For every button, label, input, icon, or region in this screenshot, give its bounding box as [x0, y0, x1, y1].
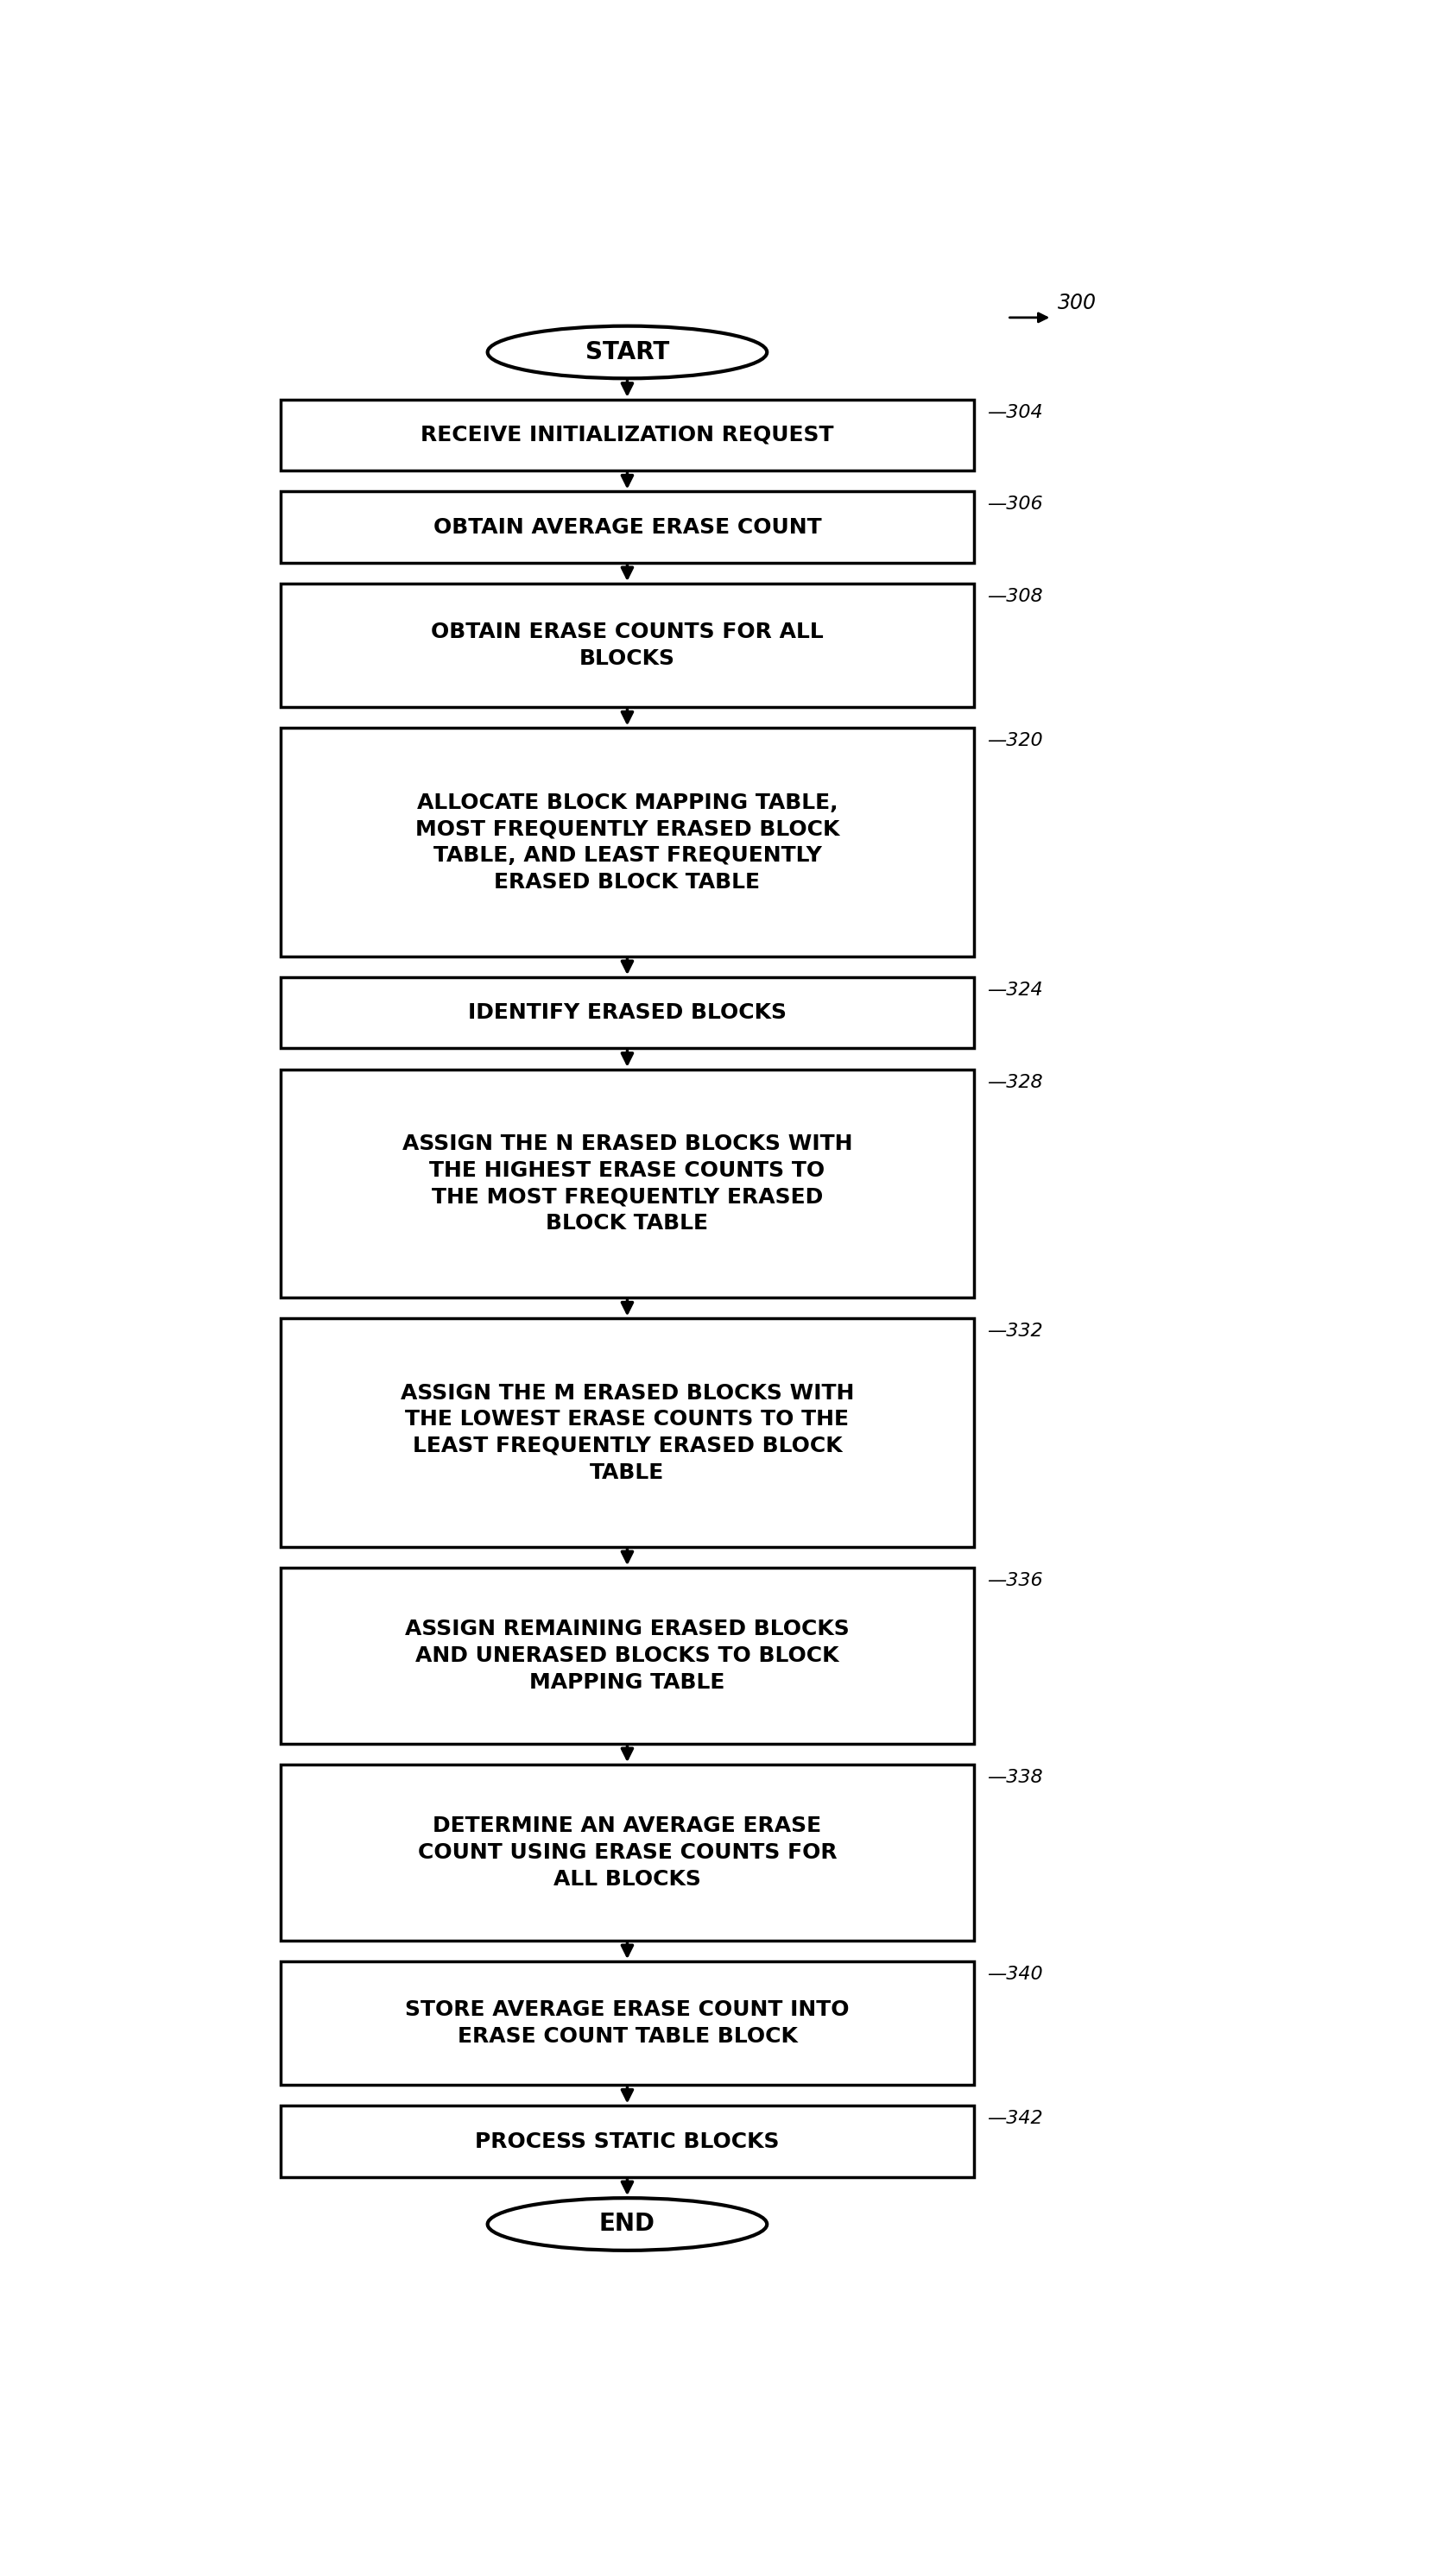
Text: —324: —324	[988, 981, 1043, 999]
Text: IDENTIFY ERASED BLOCKS: IDENTIFY ERASED BLOCKS	[469, 1002, 786, 1023]
Text: —328: —328	[988, 1074, 1043, 1090]
Text: OBTAIN ERASE COUNTS FOR ALL
BLOCKS: OBTAIN ERASE COUNTS FOR ALL BLOCKS	[431, 621, 823, 670]
Text: —308: —308	[988, 587, 1043, 605]
Text: RECEIVE INITIALIZATION REQUEST: RECEIVE INITIALIZATION REQUEST	[421, 425, 833, 446]
FancyBboxPatch shape	[281, 2107, 973, 2177]
FancyBboxPatch shape	[281, 492, 973, 562]
Text: ASSIGN THE M ERASED BLOCKS WITH
THE LOWEST ERASE COUNTS TO THE
LEAST FREQUENTLY : ASSIGN THE M ERASED BLOCKS WITH THE LOWE…	[401, 1383, 854, 1484]
Text: 300: 300	[1057, 294, 1096, 314]
FancyBboxPatch shape	[281, 729, 973, 956]
Text: —338: —338	[988, 1770, 1043, 1785]
FancyBboxPatch shape	[281, 399, 973, 471]
Text: ASSIGN REMAINING ERASED BLOCKS
AND UNERASED BLOCKS TO BLOCK
MAPPING TABLE: ASSIGN REMAINING ERASED BLOCKS AND UNERA…	[405, 1618, 849, 1692]
FancyBboxPatch shape	[281, 1569, 973, 1744]
FancyBboxPatch shape	[281, 585, 973, 706]
Text: —320: —320	[988, 732, 1043, 750]
Ellipse shape	[487, 327, 767, 379]
FancyBboxPatch shape	[281, 976, 973, 1048]
Text: —342: —342	[988, 2110, 1043, 2128]
Text: OBTAIN AVERAGE ERASE COUNT: OBTAIN AVERAGE ERASE COUNT	[433, 518, 822, 538]
Text: END: END	[600, 2213, 655, 2236]
Text: PROCESS STATIC BLOCKS: PROCESS STATIC BLOCKS	[474, 2130, 780, 2151]
Text: DETERMINE AN AVERAGE ERASE
COUNT USING ERASE COUNTS FOR
ALL BLOCKS: DETERMINE AN AVERAGE ERASE COUNT USING E…	[418, 1816, 836, 1888]
Text: START: START	[585, 340, 669, 363]
FancyBboxPatch shape	[281, 1319, 973, 1546]
Text: —332: —332	[988, 1324, 1043, 1340]
Text: ASSIGN THE N ERASED BLOCKS WITH
THE HIGHEST ERASE COUNTS TO
THE MOST FREQUENTLY : ASSIGN THE N ERASED BLOCKS WITH THE HIGH…	[402, 1133, 852, 1234]
Ellipse shape	[487, 2197, 767, 2251]
FancyBboxPatch shape	[281, 1960, 973, 2084]
Text: —336: —336	[988, 1571, 1043, 1589]
Text: ALLOCATE BLOCK MAPPING TABLE,
MOST FREQUENTLY ERASED BLOCK
TABLE, AND LEAST FREQ: ALLOCATE BLOCK MAPPING TABLE, MOST FREQU…	[415, 793, 839, 891]
FancyBboxPatch shape	[281, 1765, 973, 1940]
Text: —340: —340	[988, 1965, 1043, 1984]
Text: —306: —306	[988, 495, 1043, 513]
Text: —304: —304	[988, 404, 1043, 420]
FancyBboxPatch shape	[281, 1069, 973, 1298]
Text: STORE AVERAGE ERASE COUNT INTO
ERASE COUNT TABLE BLOCK: STORE AVERAGE ERASE COUNT INTO ERASE COU…	[405, 1999, 849, 2048]
